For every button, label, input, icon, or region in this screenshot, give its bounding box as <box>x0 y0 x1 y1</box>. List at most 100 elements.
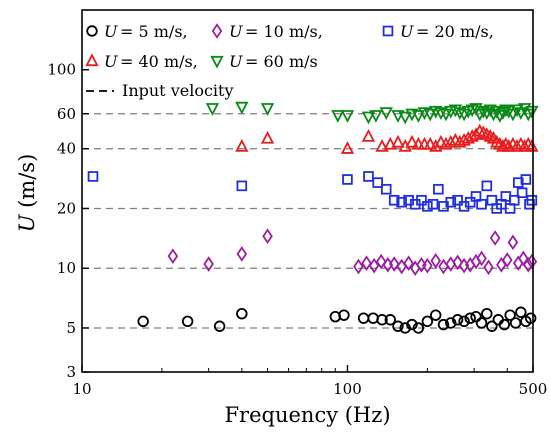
y-tick-label: 10 <box>57 259 76 277</box>
data-point <box>405 134 419 148</box>
data-point <box>451 314 464 326</box>
data-point <box>391 134 405 148</box>
legend-marker <box>210 55 224 69</box>
data-point <box>421 315 434 328</box>
data-point <box>445 196 457 208</box>
data-point <box>509 317 522 329</box>
legend-label: = 60 m/s <box>245 52 318 71</box>
legend-entry: U = 60 m/s <box>210 52 318 71</box>
data-point <box>433 183 444 195</box>
data-point <box>181 315 194 328</box>
data-point <box>361 255 372 272</box>
series-u-60 <box>205 101 539 125</box>
data-point <box>489 230 501 246</box>
data-point <box>475 317 488 329</box>
data-point <box>203 256 214 272</box>
x-tick-label: 100 <box>333 380 362 398</box>
data-point <box>510 104 524 118</box>
x-tick-label: 500 <box>519 380 548 398</box>
data-point <box>452 254 463 271</box>
data-point <box>525 138 539 152</box>
legend-entry: U = 40 m/s, <box>85 52 198 71</box>
data-point <box>368 257 380 274</box>
data-point <box>498 318 511 331</box>
data-point <box>501 252 513 268</box>
data-point <box>453 134 467 148</box>
data-point <box>372 177 384 188</box>
y-axis-label: U (m/s) <box>15 154 39 233</box>
legend-label: = 10 m/s, <box>245 22 323 41</box>
data-point <box>331 110 345 123</box>
data-point <box>427 198 439 210</box>
data-point <box>422 201 433 212</box>
data-point <box>439 136 453 150</box>
data-point <box>262 228 273 244</box>
legend-marker <box>85 53 99 67</box>
data-point <box>375 253 387 270</box>
data-point <box>504 309 516 321</box>
data-point <box>512 255 524 272</box>
data-point <box>476 105 491 119</box>
data-point <box>464 196 476 208</box>
data-point <box>469 127 483 140</box>
data-point <box>406 318 418 331</box>
legend-entry: U = 20 m/s, <box>382 22 494 41</box>
data-point <box>235 138 249 152</box>
data-point <box>481 180 493 192</box>
data-point <box>506 108 520 122</box>
data-point <box>438 258 449 275</box>
data-point <box>526 253 538 270</box>
data-point <box>369 110 383 123</box>
data-point <box>235 101 249 115</box>
plot-frame <box>81 9 534 373</box>
data-point <box>502 105 516 119</box>
data-point <box>205 103 220 116</box>
data-point <box>520 174 532 185</box>
data-point <box>167 248 179 264</box>
data-point <box>412 322 425 334</box>
data-point <box>445 317 457 329</box>
data-point <box>388 256 400 272</box>
data-point <box>470 310 482 323</box>
data-point <box>523 257 534 273</box>
data-point <box>392 320 404 332</box>
data-point <box>340 110 355 123</box>
data-point <box>453 107 467 120</box>
data-point <box>236 246 248 262</box>
axis-ticks: 10 100 500 3 5 10 20 40 60 100 <box>47 61 547 398</box>
data-point <box>437 318 450 331</box>
legend-symbol: U <box>229 52 243 71</box>
data-point <box>260 130 275 144</box>
data-point <box>403 255 414 272</box>
data-point <box>396 196 407 208</box>
data-point <box>423 108 437 122</box>
data-point <box>502 138 516 152</box>
y-axis-units: (m/s) <box>15 154 39 215</box>
data-point <box>411 110 426 123</box>
data-point <box>338 309 350 321</box>
legend-symbol: U <box>104 22 118 41</box>
legend-entry: U = 10 m/s, <box>211 22 323 41</box>
data-point <box>363 171 374 182</box>
data-point <box>508 194 520 206</box>
data-point <box>490 134 504 148</box>
series-u-40 <box>235 123 539 154</box>
series-u-10 <box>167 228 538 277</box>
data-point <box>340 141 355 154</box>
y-tick-label: 100 <box>47 61 76 79</box>
data-point <box>367 312 379 324</box>
data-point <box>452 194 463 206</box>
data-point <box>525 105 539 119</box>
data-point <box>236 308 248 320</box>
legend-symbol: U <box>229 22 243 41</box>
data-point <box>380 183 392 195</box>
y-tick-label: 3 <box>66 363 76 381</box>
legend-label: = 20 m/s, <box>416 22 494 41</box>
data-point <box>379 107 393 120</box>
series-u-5 <box>137 306 537 334</box>
legend-symbol: U <box>400 22 414 41</box>
data-point <box>357 312 370 324</box>
y-tick-label: 20 <box>57 199 76 217</box>
data-point <box>507 234 519 251</box>
